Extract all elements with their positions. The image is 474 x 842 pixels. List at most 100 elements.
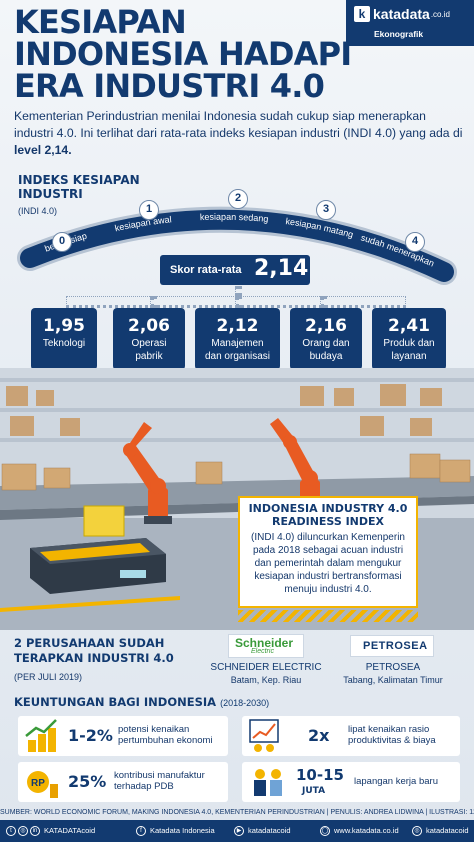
arc-band: [20, 209, 454, 282]
readiness-arc: belum siap kesiapan awal kesiapan sedang…: [17, 206, 457, 285]
category-cards: 1,95 Teknologi 2,06 Operasi pabrik 2,12 …: [0, 308, 474, 370]
intro-highlight: level 2,14.: [14, 143, 72, 157]
twitter-icon[interactable]: t: [6, 826, 16, 836]
benefit-value: 1-2%: [68, 726, 113, 745]
benefit-description: potensi kenaikan pertumbuhan ekonomi: [118, 724, 213, 746]
benefit-card-jobs: 10-15 JUTA lapangan kerja baru: [242, 762, 460, 802]
category-label: Teknologi: [42, 338, 86, 349]
hazard-stripe: [238, 610, 418, 622]
company-name-schneider: SCHNEIDER ELECTRIC: [210, 662, 322, 673]
title-line-1: KESIAPAN: [14, 3, 187, 41]
benefit-value: 10-15: [296, 766, 344, 784]
readiness-index-box: INDONESIA INDUSTRY 4.0 READINESS INDEX (…: [238, 496, 418, 608]
benefits-title-text: KEUNTUNGAN BAGI INDONESIA: [14, 695, 217, 709]
factory-illustration: [0, 368, 474, 630]
benefit-card-manufacturing: RP 25% kontribusi manufaktur terhadap PD…: [18, 762, 228, 802]
category-label: pabrik: [135, 351, 163, 362]
companies-title-line-2: TERAPKAN INDUSTRI 4.0: [14, 651, 174, 665]
readiness-title: INDONESIA INDUSTRY 4.0 READINESS INDEX: [240, 502, 416, 528]
connector-4: [320, 296, 324, 308]
schneider-logo-text: Schneider: [235, 636, 294, 650]
source-credits: SUMBER: WORLD ECONOMIC FORUM, MAKING IND…: [0, 809, 474, 816]
brand-tld: .co.id: [430, 9, 450, 19]
category-card-teknologi: 1,95 Teknologi: [31, 308, 97, 370]
category-label: Orang dan: [302, 338, 350, 349]
youtube-icon[interactable]: ▶: [234, 826, 244, 836]
brand-name: katadata: [373, 6, 430, 22]
category-label: budaya: [309, 351, 343, 362]
workers-icon: [254, 769, 282, 796]
petrosea-logo-text: PETROSEA: [363, 640, 428, 652]
footer-website[interactable]: www.katadata.co.id: [334, 826, 399, 835]
benefit-description: lapangan kerja baru: [354, 776, 438, 787]
facebook-icon[interactable]: f: [136, 826, 146, 836]
intro-text: Kementerian Perindustrian menilai Indone…: [14, 109, 463, 140]
connector-2: [150, 296, 154, 308]
footer-instagram[interactable]: katadatacoid: [426, 826, 469, 835]
productivity-chart-icon: [249, 719, 279, 752]
index-subtitle: (INDI 4.0): [18, 206, 58, 216]
companies-title: 2 PERUSAHAAN SUDAH TERAPKAN INDUSTRI 4.0: [14, 636, 204, 666]
category-card-operasi: 2,06 Operasi pabrik: [113, 308, 185, 370]
category-label: Operasi: [131, 338, 167, 349]
category-label: Manajemen: [211, 338, 264, 349]
benefit-value-unit: JUTA: [302, 786, 326, 796]
linkedin-icon[interactable]: in: [30, 826, 40, 836]
growth-coins-icon: [25, 719, 57, 752]
benefit-desc-line: potensi kenaikan: [118, 724, 190, 735]
page-title: KESIAPAN INDONESIA HADAPI ERA INDUSTRI 4…: [14, 3, 352, 105]
company-name-petrosea: PETROSEA: [365, 662, 421, 673]
score-value: 2,14: [254, 256, 309, 281]
level-1-marker: 1: [139, 200, 159, 220]
svg-text:RP: RP: [31, 778, 45, 789]
benefits-period: (2018-2030): [220, 698, 270, 708]
schneider-logo-sub: Electric: [251, 648, 274, 655]
instagram-icon-2[interactable]: ◎: [412, 826, 422, 836]
schneider-electric-logo: Schneider Electric: [228, 634, 304, 658]
intro-paragraph: Kementerian Perindustrian menilai Indone…: [14, 108, 464, 159]
benefit-card-growth: 1-2% potensi kenaikan pertumbuhan ekonom…: [18, 716, 228, 756]
globe-icon[interactable]: ◯: [320, 826, 330, 836]
benefit-description: kontribusi manufaktur terhadap PDB: [114, 770, 205, 792]
footer-handle[interactable]: KATADATAcoid: [44, 826, 96, 835]
connector-stem: [235, 286, 239, 296]
readiness-title-line-1: INDONESIA INDUSTRY 4.0: [248, 502, 408, 515]
category-value: 2,12: [216, 316, 259, 336]
category-card-produk: 2,41 Produk dan layanan: [372, 308, 446, 370]
footer-facebook[interactable]: Katadata Indonesia: [150, 826, 215, 835]
benefit-desc-line: lipat kenaikan rasio: [348, 724, 430, 735]
category-value: 1,95: [43, 316, 85, 336]
level-3-marker: 3: [316, 200, 336, 220]
petrosea-logo: PETROSEA: [350, 635, 434, 657]
category-value: 2,06: [128, 316, 170, 336]
footer-bar: t ◎ in KATADATAcoid f Katadata Indonesia…: [0, 820, 474, 842]
company-location-schneider: Batam, Kep. Riau: [230, 675, 302, 685]
level-4-marker: 4: [405, 232, 425, 252]
level-0-marker: 0: [52, 232, 72, 252]
instagram-icon[interactable]: ◎: [18, 826, 28, 836]
benefit-desc-line: pertumbuhan ekonomi: [118, 735, 213, 746]
category-label: Produk dan: [383, 338, 435, 349]
brand-logo: k katadata .co.id: [354, 6, 450, 22]
index-title: INDEKS KESIAPAN INDUSTRI: [18, 173, 140, 201]
average-score: Skor rata-rata 2,14: [160, 255, 310, 285]
benefit-value: 25%: [68, 772, 107, 791]
category-card-orang: 2,16 Orang dan budaya: [290, 308, 362, 370]
readiness-title-line-2: READINESS INDEX: [271, 515, 385, 528]
category-value: 2,41: [388, 316, 430, 336]
footer-youtube[interactable]: katadatacoid: [248, 826, 291, 835]
brand-badge[interactable]: k katadata .co.id Ekonografik: [346, 0, 474, 46]
benefit-value: 2x: [308, 726, 330, 745]
title-line-3: ERA INDUSTRI 4.0: [14, 67, 325, 105]
level-2-marker: 2: [228, 189, 248, 209]
category-label: layanan: [391, 351, 427, 362]
connector-3: [235, 296, 239, 308]
companies-title-line-1: 2 PERUSAHAAN SUDAH: [14, 636, 165, 650]
companies-subtitle: (PER JULI 2019): [14, 672, 83, 682]
rupiah-money-icon: RP: [27, 771, 58, 798]
category-card-manajemen: 2,12 Manajemen dan organisasi: [195, 308, 280, 370]
benefit-desc-line: kontribusi manufaktur: [114, 770, 205, 781]
company-location-petrosea: Tabang, Kalimatan Timur: [343, 675, 443, 685]
category-label: dan organisasi: [204, 351, 271, 362]
benefit-desc-line: lapangan kerja baru: [354, 776, 438, 787]
